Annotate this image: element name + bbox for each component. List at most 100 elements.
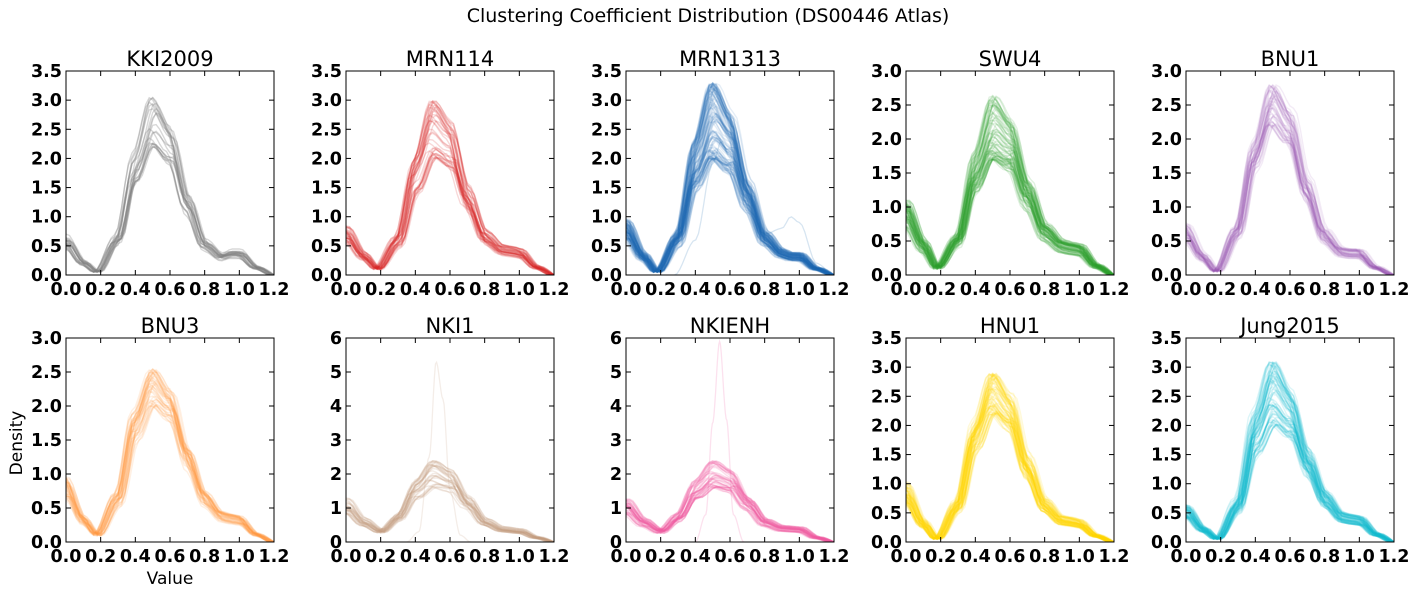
series-curve: [66, 385, 274, 542]
series-curve: [626, 105, 834, 275]
series-curve: [906, 151, 1114, 275]
x-tick-label: 1.2: [818, 280, 849, 300]
panel-title: KKI2009: [126, 47, 213, 71]
series-curve: [906, 104, 1114, 275]
y-tick-label: 3.5: [1151, 329, 1182, 349]
figure-title: Clustering Coefficient Distribution (DS0…: [467, 5, 950, 27]
panel-title: SWU4: [979, 47, 1042, 71]
series-curve: [66, 368, 274, 542]
series-curve: [1186, 361, 1394, 542]
y-tick-label: 0.0: [871, 266, 902, 286]
series-curve: [66, 395, 274, 542]
y-tick-label: 2.0: [871, 130, 902, 150]
x-tick-label: 1.2: [538, 280, 569, 300]
series-curve: [906, 405, 1114, 542]
series-curve: [626, 154, 834, 275]
series-curve: [906, 139, 1114, 275]
series-curve: [66, 370, 274, 542]
y-tick-label: 2.0: [311, 149, 342, 169]
y-tick-label: 4: [610, 397, 622, 417]
panel-title: NKIENH: [690, 314, 770, 338]
series-curve: [1186, 379, 1394, 542]
series-curve: [1186, 106, 1394, 275]
series-curve: [66, 383, 274, 542]
series-curve: [906, 381, 1114, 542]
x-tick-label: 0.4: [960, 280, 991, 300]
panels: 0.00.51.01.52.02.53.03.50.0 0.2 0.4 0.6 0.8 1…: [31, 47, 1410, 567]
series-curve: [626, 119, 834, 275]
series-curve: [626, 481, 834, 542]
series-curve: [346, 100, 554, 275]
series-curve: [1186, 123, 1394, 275]
series-curve: [906, 382, 1114, 542]
series-curve: [1186, 408, 1394, 542]
y-tick-label: 3: [610, 431, 622, 451]
series-curve: [346, 157, 554, 275]
series-curve: [906, 404, 1114, 542]
x-tick-label: 1.0: [504, 280, 535, 300]
series-curve: [1186, 401, 1394, 542]
series-curve: [1186, 404, 1394, 542]
x-tick-label: 0.4: [680, 547, 711, 567]
series-curve: [66, 368, 274, 542]
series-curve: [1186, 374, 1394, 542]
y-tick-label: 0.5: [1151, 232, 1182, 252]
series-curve: [626, 101, 834, 275]
curves-nkienh: [626, 338, 834, 542]
series-curve: [1186, 362, 1394, 542]
series-curve: [626, 136, 834, 275]
x-tick-label: 0.8: [1029, 547, 1060, 567]
series-curve: [626, 460, 834, 542]
x-tick-label: 1.0: [1344, 547, 1375, 567]
series-curve: [346, 142, 554, 275]
x-tick-label: 0.2: [645, 280, 676, 300]
series-curve: [626, 85, 834, 275]
series-curve: [1186, 83, 1394, 275]
series-curve: [1186, 404, 1394, 542]
series-curve: [346, 100, 554, 275]
series-curve: [626, 83, 834, 275]
series-curve: [626, 157, 834, 275]
panel-title: BNU1: [1261, 47, 1320, 71]
series-curve: [1186, 404, 1394, 542]
series-curve: [346, 463, 554, 542]
x-tick-label: 1.0: [1064, 280, 1095, 300]
series-curve: [906, 402, 1114, 542]
x-tick-label: 0.8: [189, 280, 220, 300]
series-curve: [1186, 89, 1394, 275]
series-curve: [906, 155, 1114, 275]
x-tick-label: 0.0: [330, 280, 361, 300]
series-curve: [626, 84, 834, 275]
x-tick-label: 0.8: [749, 280, 780, 300]
series-curve: [906, 141, 1114, 275]
series-curve: [626, 130, 834, 275]
y-tick-label: 0.5: [31, 499, 62, 519]
series-curve: [906, 152, 1114, 275]
series-curve: [906, 143, 1114, 275]
series-curve: [1186, 121, 1394, 275]
x-tick-label: 0.2: [85, 547, 116, 567]
y-tick-label: 2.5: [591, 120, 622, 140]
series-curve: [626, 89, 834, 275]
x-tick-label: 0.0: [1170, 547, 1201, 567]
series-curve: [1186, 97, 1394, 275]
series-curve: [66, 405, 274, 542]
series-curve: [1186, 398, 1394, 542]
y-tick-label: 1.5: [1151, 446, 1182, 466]
series-curve: [626, 84, 834, 275]
series-curve: [906, 398, 1114, 542]
series-curve: [626, 155, 834, 275]
series-curve: [346, 463, 554, 542]
series-curve: [906, 154, 1114, 275]
series-curve: [1186, 388, 1394, 542]
series-curve: [906, 103, 1114, 275]
y-tick-label: 0.0: [31, 266, 62, 286]
series-curve: [66, 401, 274, 542]
series-curve: [66, 401, 274, 542]
plot-frame: [345, 70, 555, 276]
x-tick-label: 1.2: [1378, 280, 1409, 300]
series-curve: [626, 477, 834, 542]
series-curve: [906, 95, 1114, 275]
panel-jung2015: 0.00.51.01.52.02.53.03.50.0 0.2 0.4 0.6 0.8 1…: [1151, 314, 1410, 567]
series-curve: [1186, 361, 1394, 542]
